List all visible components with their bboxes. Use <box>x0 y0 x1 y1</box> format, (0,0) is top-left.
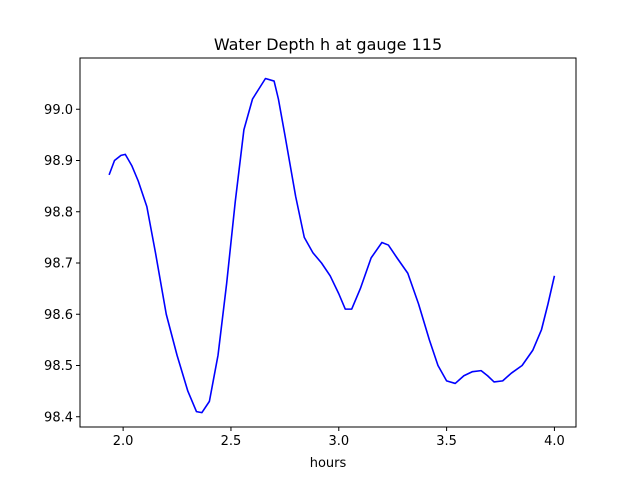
x-axis: 2.0 2.5 3.0 3.5 4.0 <box>113 427 565 449</box>
x-tick-label: 3.5 <box>436 434 457 449</box>
x-axis-label: hours <box>310 456 347 471</box>
x-tick-label: 3.0 <box>328 434 349 449</box>
y-axis: 98.4 98.5 98.6 98.7 98.8 98.9 99.0 <box>44 103 80 425</box>
y-tick-label: 98.9 <box>44 154 73 169</box>
y-tick-label: 98.6 <box>44 308 73 323</box>
x-tick-label: 4.0 <box>544 434 565 449</box>
y-tick-label: 99.0 <box>44 103 73 118</box>
chart-title: Water Depth h at gauge 115 <box>214 35 442 54</box>
x-tick-label: 2.5 <box>221 434 242 449</box>
y-tick-label: 98.8 <box>44 205 73 220</box>
y-tick-label: 98.7 <box>44 257 73 272</box>
plot-frame <box>79 57 577 428</box>
series-layer <box>108 77 556 414</box>
y-tick-label: 98.5 <box>44 359 73 374</box>
x-tick-label: 2.0 <box>113 434 134 449</box>
y-tick-label: 98.4 <box>44 410 73 425</box>
series-line-0 <box>108 77 556 414</box>
plot-area <box>80 58 576 427</box>
